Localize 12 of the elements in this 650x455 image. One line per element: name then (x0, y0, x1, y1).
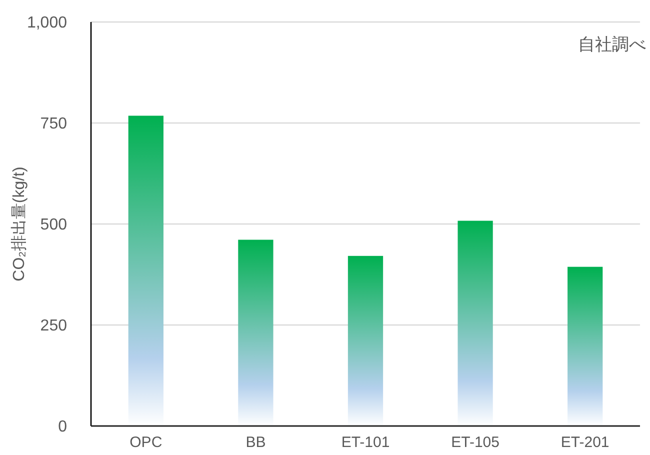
x-tick-label: BB (246, 434, 266, 451)
x-tick-label: OPC (130, 434, 162, 451)
y-tick-label: 0 (58, 418, 68, 436)
y-tick-label: 1,000 (26, 14, 68, 32)
x-tick-label: ET-101 (341, 434, 390, 451)
y-axis-title: CO₂排出量(kg/t) (10, 166, 28, 282)
y-tick-label: 750 (40, 116, 68, 133)
x-tick-label: ET-201 (560, 434, 610, 451)
y-tick-label: 250 (40, 318, 68, 335)
x-tick-label: ET-105 (451, 434, 500, 451)
annotation: 自社調べ (578, 35, 646, 54)
y-tick-label: 500 (40, 216, 68, 234)
